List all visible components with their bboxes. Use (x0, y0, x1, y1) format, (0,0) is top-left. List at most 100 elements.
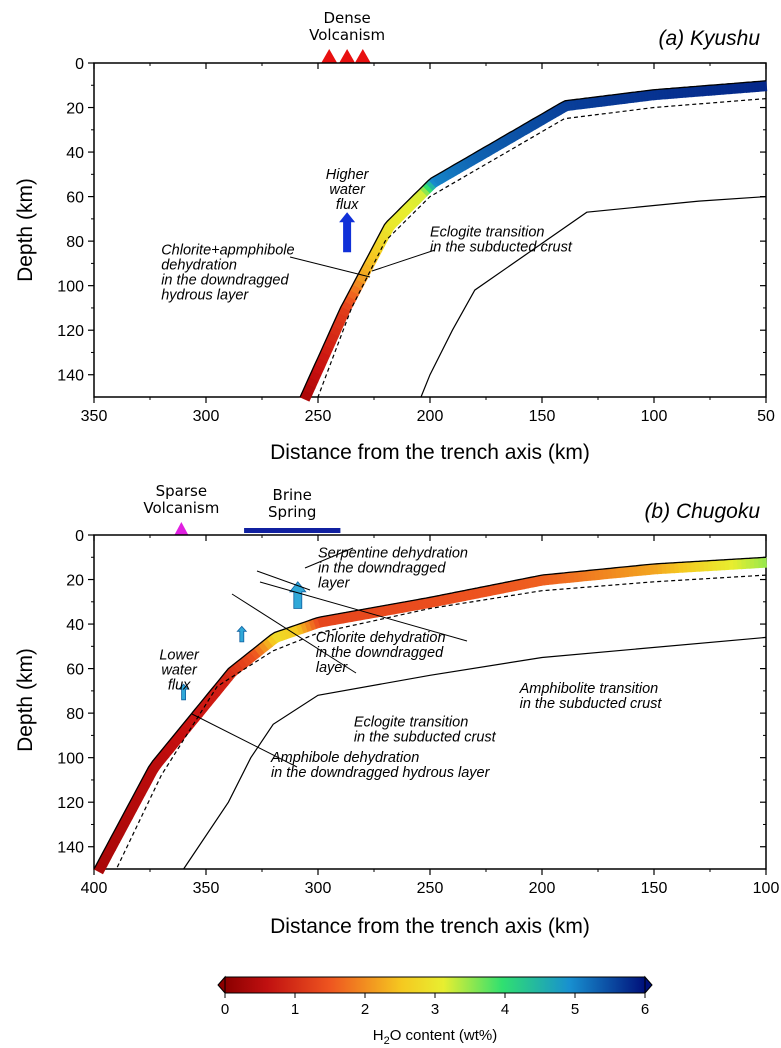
colorbar-tick-label: 3 (431, 1001, 439, 1018)
leader-line (371, 249, 436, 272)
panel-a-title: (a) Kyushu (658, 27, 760, 50)
panel-a-volcanism: Dense Volcanism (309, 9, 385, 63)
solid-curve (183, 636, 767, 870)
x-tick-label: 200 (417, 408, 444, 425)
panel-b-title: (b) Chugoku (644, 500, 760, 523)
y-tick-label: 40 (66, 145, 84, 162)
x-tick-label: 100 (641, 408, 668, 425)
colorbar: 0 1 2 3 4 5 6 H2O content (wt%) (217, 975, 653, 1047)
colorbar-max-cap (644, 975, 653, 995)
panel-chugoku: (b) Chugoku Sparse Volcanism Brine Spring 4… (14, 482, 779, 938)
annotation: Higher water flux (326, 167, 370, 213)
annotation-line: in the downdragged (161, 272, 289, 288)
y-tick-label: 120 (57, 795, 84, 812)
colorbar-ticks: 0 1 2 3 4 5 6 (221, 993, 649, 1018)
panel-b-ylabel: Depth (km) (14, 648, 37, 752)
y-tick-label: 60 (66, 662, 84, 679)
x-tick-label: 300 (305, 880, 332, 897)
annotation-line: in the downdragged hydrous layer (271, 765, 491, 781)
panel-b-lines (93, 556, 767, 870)
annotation: Lower water flux (159, 648, 200, 694)
water-flux-arrow-icon (178, 683, 189, 701)
annotation-line: in the subducted crust (354, 729, 497, 745)
annotation-line: layer (316, 660, 349, 676)
colorbar-tick-label: 6 (641, 1001, 649, 1018)
eclogite-dashed-line (317, 98, 767, 398)
colorbar-tick-label: 2 (361, 1001, 369, 1018)
panel-a-axes: 350 300 250 200 150 100 50 0 20 40 60 80 100 120 140 (57, 56, 775, 425)
panel-kyushu: (a) Kyushu Dense Volcanism 350 300 250 200 15… (14, 9, 775, 464)
leader-line (256, 570, 311, 591)
annotation-line: water (329, 182, 366, 198)
annotation: Amphibolite transition in the subducted c… (519, 681, 663, 712)
slab-top-line (93, 556, 767, 870)
volcano-icon (174, 522, 189, 535)
brine-spring-bar (244, 528, 341, 533)
top-label-line: Spring (268, 503, 316, 521)
panel-b-surface-features: Sparse Volcanism Brine Spring (143, 482, 341, 535)
annotation-line: Higher (326, 167, 370, 183)
leader-line (259, 581, 468, 642)
volcano-icon (339, 49, 356, 63)
dense-volcanism-label: Dense Volcanism (309, 9, 385, 44)
x-tick-label: 250 (305, 408, 332, 425)
y-tick-label: 40 (66, 617, 84, 634)
panel-b-axes: 400 350 300 250 200 150 100 0 20 40 60 80 100 120 140 (57, 528, 779, 897)
annotation-line: Chlorite dehydration (316, 630, 446, 646)
y-tick-label: 20 (66, 101, 84, 118)
panel-b-xlabel: Distance from the trench axis (km) (270, 915, 590, 938)
water-flux-arrow-icon (236, 625, 248, 643)
annotation: Eclogite transition in the subducted crus… (354, 714, 497, 745)
y-tick-label: 100 (57, 279, 84, 296)
colorbar-gradient (224, 976, 646, 994)
annotation-line: in the downdragged (316, 645, 444, 661)
annotation-line: Amphibolite transition (519, 681, 659, 697)
leader-line (191, 713, 298, 768)
volcano-icon (321, 49, 338, 63)
top-label-line: Dense (323, 9, 370, 27)
annotation-line: hydrous layer (161, 287, 249, 303)
plot-frame (93, 534, 767, 870)
y-tick-label: 0 (75, 56, 84, 73)
sparse-volcanism-label: Sparse Volcanism (143, 482, 219, 517)
x-tick-label: 150 (641, 880, 668, 897)
water-flux-arrow-icon (339, 212, 356, 253)
y-tick-label: 80 (66, 234, 84, 251)
annotation-line: in the subducted crust (430, 240, 573, 256)
annotation-line: Eclogite transition (430, 225, 544, 241)
annotation-line: in the downdragged (318, 560, 446, 576)
annotation-line: Chlorite+apmphibole (161, 242, 294, 258)
annotation-line: Lower (159, 648, 200, 664)
x-tick-label: 400 (81, 880, 108, 897)
annotation-line: Eclogite transition (354, 714, 468, 730)
leader-line (304, 547, 354, 569)
annotation: Serpentine dehydration in the downdragged… (318, 545, 468, 591)
colorbar-label: H2O content (wt%) (373, 1027, 498, 1047)
x-tick-label: 250 (417, 880, 444, 897)
annotation: Amphibole dehydration in the downdragged … (270, 750, 491, 781)
annotation-line: layer (318, 575, 351, 591)
annotation-line: Amphibole dehydration (270, 750, 419, 766)
top-label-line: Brine (273, 486, 312, 504)
y-tick-label: 80 (66, 706, 84, 723)
annotation-line: dehydration (161, 257, 237, 273)
y-tick-label: 120 (57, 323, 84, 340)
x-tick-label: 350 (81, 408, 108, 425)
y-tick-label: 20 (66, 573, 84, 590)
colorbar-min-cap (217, 975, 226, 995)
solid-curve (420, 196, 767, 398)
y-tick-label: 100 (57, 751, 84, 768)
annotation-line: flux (336, 197, 359, 213)
brine-spring-label: Brine Spring (268, 486, 316, 521)
y-tick-label: 0 (75, 528, 84, 545)
annotation-line: Serpentine dehydration (318, 545, 468, 561)
y-tick-label: 140 (57, 840, 84, 857)
colorbar-tick-label: 0 (221, 1001, 229, 1018)
annotation: Chlorite dehydration in the downdragged la… (316, 630, 446, 676)
annotation-line: water (161, 663, 198, 679)
leader-line (289, 256, 371, 278)
top-label-line: Sparse (156, 482, 207, 500)
slab-top-line (299, 80, 767, 398)
x-tick-label: 100 (753, 880, 780, 897)
